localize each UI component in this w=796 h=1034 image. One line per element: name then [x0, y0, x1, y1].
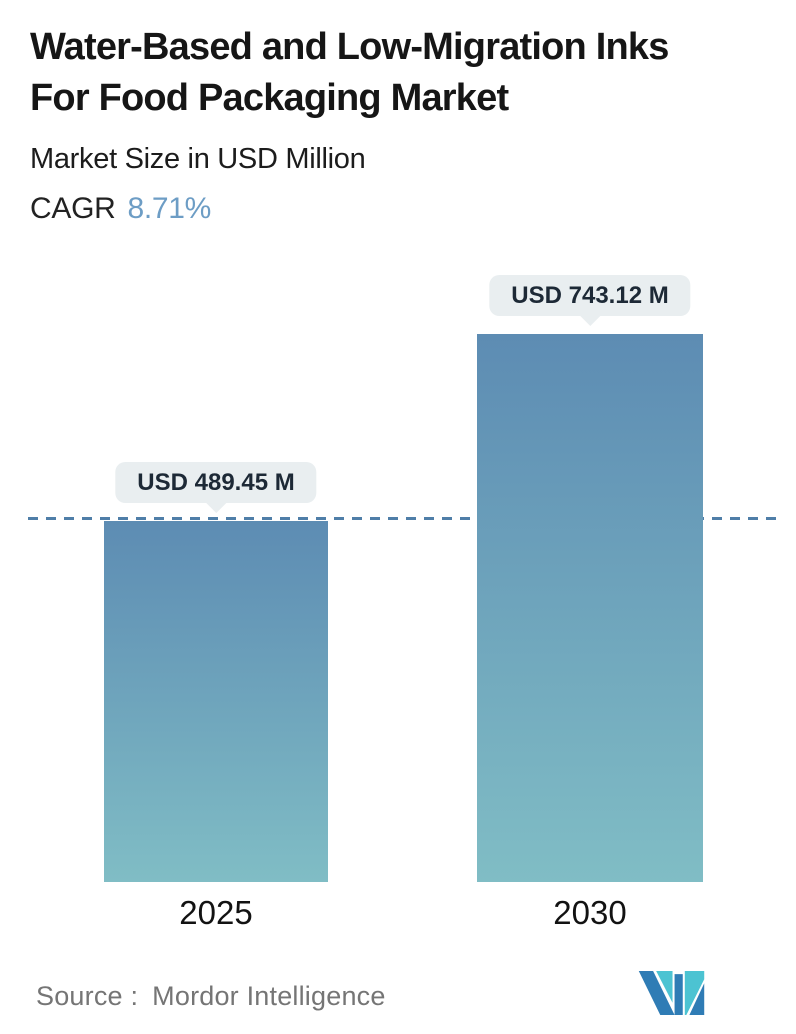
page-title: Water-Based and Low-Migration Inks For Fo…	[30, 22, 776, 124]
title-line-2: For Food Packaging Market	[30, 77, 509, 119]
x-axis-label-2025: 2025	[179, 894, 253, 931]
cagr-label: CAGR	[30, 192, 116, 225]
bar-2030: USD 743.12 M	[477, 275, 703, 882]
value-callout-2030: USD 743.12 M	[489, 275, 691, 316]
value-callout-2025: USD 489.45 M	[115, 462, 317, 503]
mordor-intelligence-logo	[638, 971, 705, 1015]
source-label: Source :	[36, 981, 139, 1011]
source-attribution: Source : Mordor Intelligence	[36, 981, 386, 1012]
value-label-2025: USD 489.45 M	[137, 469, 295, 496]
chart-header: Water-Based and Low-Migration Inks For Fo…	[30, 22, 776, 228]
bar-2025: USD 489.45 M	[104, 462, 328, 882]
x-axis-label-2030: 2030	[553, 894, 627, 931]
reference-dashed-line	[28, 517, 783, 520]
title-line-1: Water-Based and Low-Migration Inks	[30, 26, 669, 68]
cagr-value: 8.71%	[127, 192, 212, 225]
value-label-2030: USD 743.12 M	[511, 282, 669, 309]
cagr-row: CAGR 8.71%	[30, 190, 776, 228]
chart-subtitle: Market Size in USD Million	[30, 143, 366, 175]
source-value: Mordor Intelligence	[152, 981, 386, 1011]
